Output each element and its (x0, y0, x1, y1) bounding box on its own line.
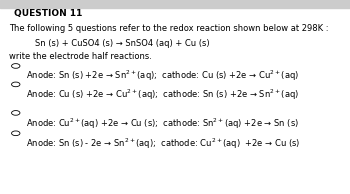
Text: Anode: Cu$^{2+}$(aq) +2e → Cu (s);  cathode: Sn$^{2+}$(aq) +2e → Sn (s): Anode: Cu$^{2+}$(aq) +2e → Cu (s); catho… (26, 116, 299, 131)
Bar (0, 0, 350, 8)
Text: Anode: Sn (s) - 2e → Sn$^{2+}$(aq);  cathode: Cu$^{2+}$(aq)  +2e → Cu (s): Anode: Sn (s) - 2e → Sn$^{2+}$(aq); cath… (26, 137, 301, 151)
Text: Sn (s) + CuSO4 (s) → SnSO4 (aq) + Cu (s): Sn (s) + CuSO4 (s) → SnSO4 (aq) + Cu (s) (35, 39, 210, 48)
Text: Anode: Sn (s) +2e → Sn$^{2+}$(aq);  cathode: Cu (s) +2e → Cu$^{2+}$(aq): Anode: Sn (s) +2e → Sn$^{2+}$(aq); catho… (26, 69, 299, 83)
Text: QUESTION 11: QUESTION 11 (14, 9, 82, 18)
Text: Anode: Cu (s) +2e → Cu$^{2+}$(aq);  cathode: Sn (s) +2e → Sn$^{2+}$(aq): Anode: Cu (s) +2e → Cu$^{2+}$(aq); catho… (26, 87, 299, 102)
Text: write the electrode half reactions.: write the electrode half reactions. (9, 52, 152, 61)
Text: The following 5 questions refer to the redox reaction shown below at 298K :: The following 5 questions refer to the r… (9, 24, 328, 33)
